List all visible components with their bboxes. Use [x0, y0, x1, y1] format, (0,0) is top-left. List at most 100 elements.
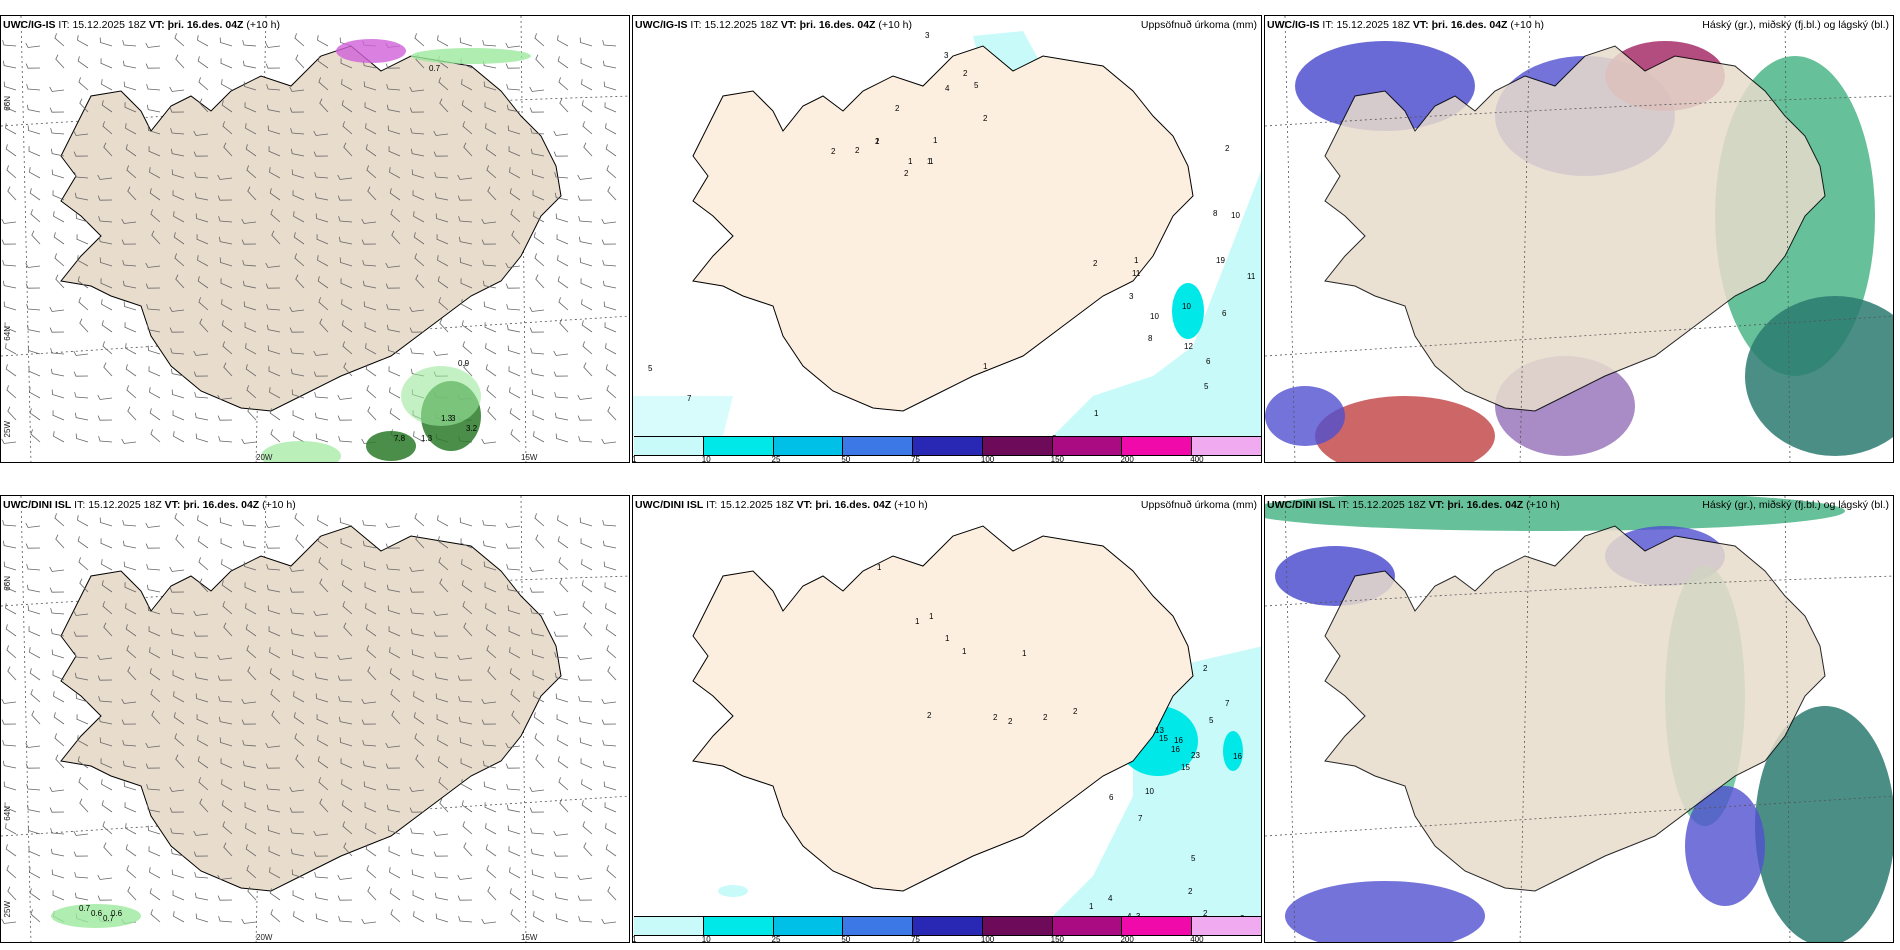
- wind-barb: [78, 297, 89, 311]
- wind-barb: [266, 104, 281, 113]
- wind-barb: [170, 368, 185, 377]
- wind-barb: [553, 350, 569, 356]
- wind-barb: [289, 86, 305, 92]
- wind-barb: [51, 169, 65, 179]
- wind-barb: [74, 892, 89, 901]
- wind-barb: [389, 647, 401, 659]
- wind-barb: [337, 415, 353, 421]
- wind-barb: [317, 756, 329, 769]
- lon-label: 25W: [3, 901, 12, 918]
- wind-barb: [265, 262, 281, 268]
- wind-barb: [52, 890, 65, 901]
- wind-barb: [294, 733, 305, 747]
- wind-barb: [242, 40, 257, 47]
- wind-barb: [169, 587, 185, 593]
- wind-barb: [557, 35, 569, 47]
- precip-value: 10: [1150, 312, 1159, 321]
- wind-barb: [266, 584, 281, 593]
- wind-barb: [293, 232, 305, 245]
- wind-barb: [29, 387, 41, 399]
- wind-barb: [97, 195, 113, 201]
- wind-barb: [343, 622, 353, 637]
- wind-barb: [193, 631, 209, 637]
- wind-barb: [484, 102, 497, 113]
- wind-barb: [242, 540, 257, 549]
- wind-barb: [199, 98, 209, 113]
- wind-barb: [602, 540, 617, 549]
- wind-barb: [49, 786, 65, 792]
- wind-barb: [4, 802, 17, 813]
- wind-barb: [54, 513, 65, 527]
- wind-barb: [413, 691, 425, 703]
- wind-barb: [145, 283, 161, 289]
- wind-barb: [126, 385, 137, 399]
- precip-value: 1: [983, 362, 988, 371]
- wind-barb: [459, 517, 473, 527]
- wind-barb: [289, 587, 305, 593]
- wind-barb: [458, 716, 473, 725]
- wind-barb: [150, 209, 161, 223]
- wind-barb: [486, 165, 497, 179]
- wind-barb: [559, 798, 569, 813]
- wind-barb: [293, 211, 305, 223]
- wind-barb: [555, 913, 569, 923]
- wind-barb: [580, 58, 593, 69]
- wind-barb: [74, 192, 89, 201]
- wind-barb: [290, 368, 305, 377]
- lon-label: 15W: [521, 453, 538, 462]
- precip-value: 12: [1184, 342, 1193, 351]
- wind-barb: [388, 366, 401, 377]
- wind-barb: [30, 209, 41, 223]
- wind-barb: [438, 297, 449, 311]
- wind-barb: [529, 786, 545, 792]
- wind-barb: [267, 605, 281, 615]
- wind-barb: [289, 306, 305, 312]
- wind-barb: [317, 255, 329, 267]
- wind-barb: [409, 807, 425, 813]
- wind-barb: [409, 786, 425, 792]
- wind-barb: [319, 578, 329, 593]
- wind-barb: [50, 148, 65, 157]
- wind-barb: [481, 218, 497, 224]
- precip-value: 2: [904, 169, 909, 178]
- wind-barb: [125, 123, 137, 135]
- wind-barb: [461, 779, 473, 791]
- wind-barb: [342, 821, 353, 835]
- wind-barb: [103, 142, 113, 157]
- wind-barb: [73, 130, 89, 136]
- wind-barb: [79, 798, 89, 813]
- wind-barb: [127, 406, 137, 421]
- precip-value: 2: [993, 713, 998, 722]
- wind-barb: [294, 253, 305, 267]
- wind-barb: [603, 561, 617, 571]
- wind-barb: [52, 410, 65, 421]
- wind-barb: [486, 865, 497, 879]
- wind-barb: [317, 735, 329, 747]
- wind-barb: [433, 830, 449, 836]
- wind-barb: [50, 628, 65, 637]
- precip-value: 2: [963, 69, 968, 78]
- wind-barb: [461, 79, 473, 91]
- wind-barb: [463, 142, 473, 157]
- wind-barb: [433, 631, 449, 637]
- wind-barb: [385, 763, 401, 769]
- wind-barb: [318, 77, 329, 91]
- wind-barb: [146, 304, 161, 311]
- wind-barb: [364, 582, 377, 593]
- wind-barb: [269, 167, 281, 179]
- wind-barb: [505, 742, 521, 748]
- legend-swatch: [913, 437, 983, 455]
- wind-barb: [340, 758, 353, 769]
- wind-barb: [127, 886, 137, 901]
- wind-barb: [410, 608, 425, 615]
- wind-barb: [175, 754, 185, 769]
- wind-barb: [50, 128, 65, 135]
- wind-barb: [197, 735, 209, 747]
- wind-barb: [602, 260, 617, 267]
- wind-barb: [170, 148, 185, 157]
- wind-barb: [577, 195, 593, 201]
- wind-barb: [434, 192, 449, 201]
- legend-labels: 1 10 25 50 75 100 150 200 400: [633, 455, 1261, 463]
- legend-label: 100: [980, 455, 995, 463]
